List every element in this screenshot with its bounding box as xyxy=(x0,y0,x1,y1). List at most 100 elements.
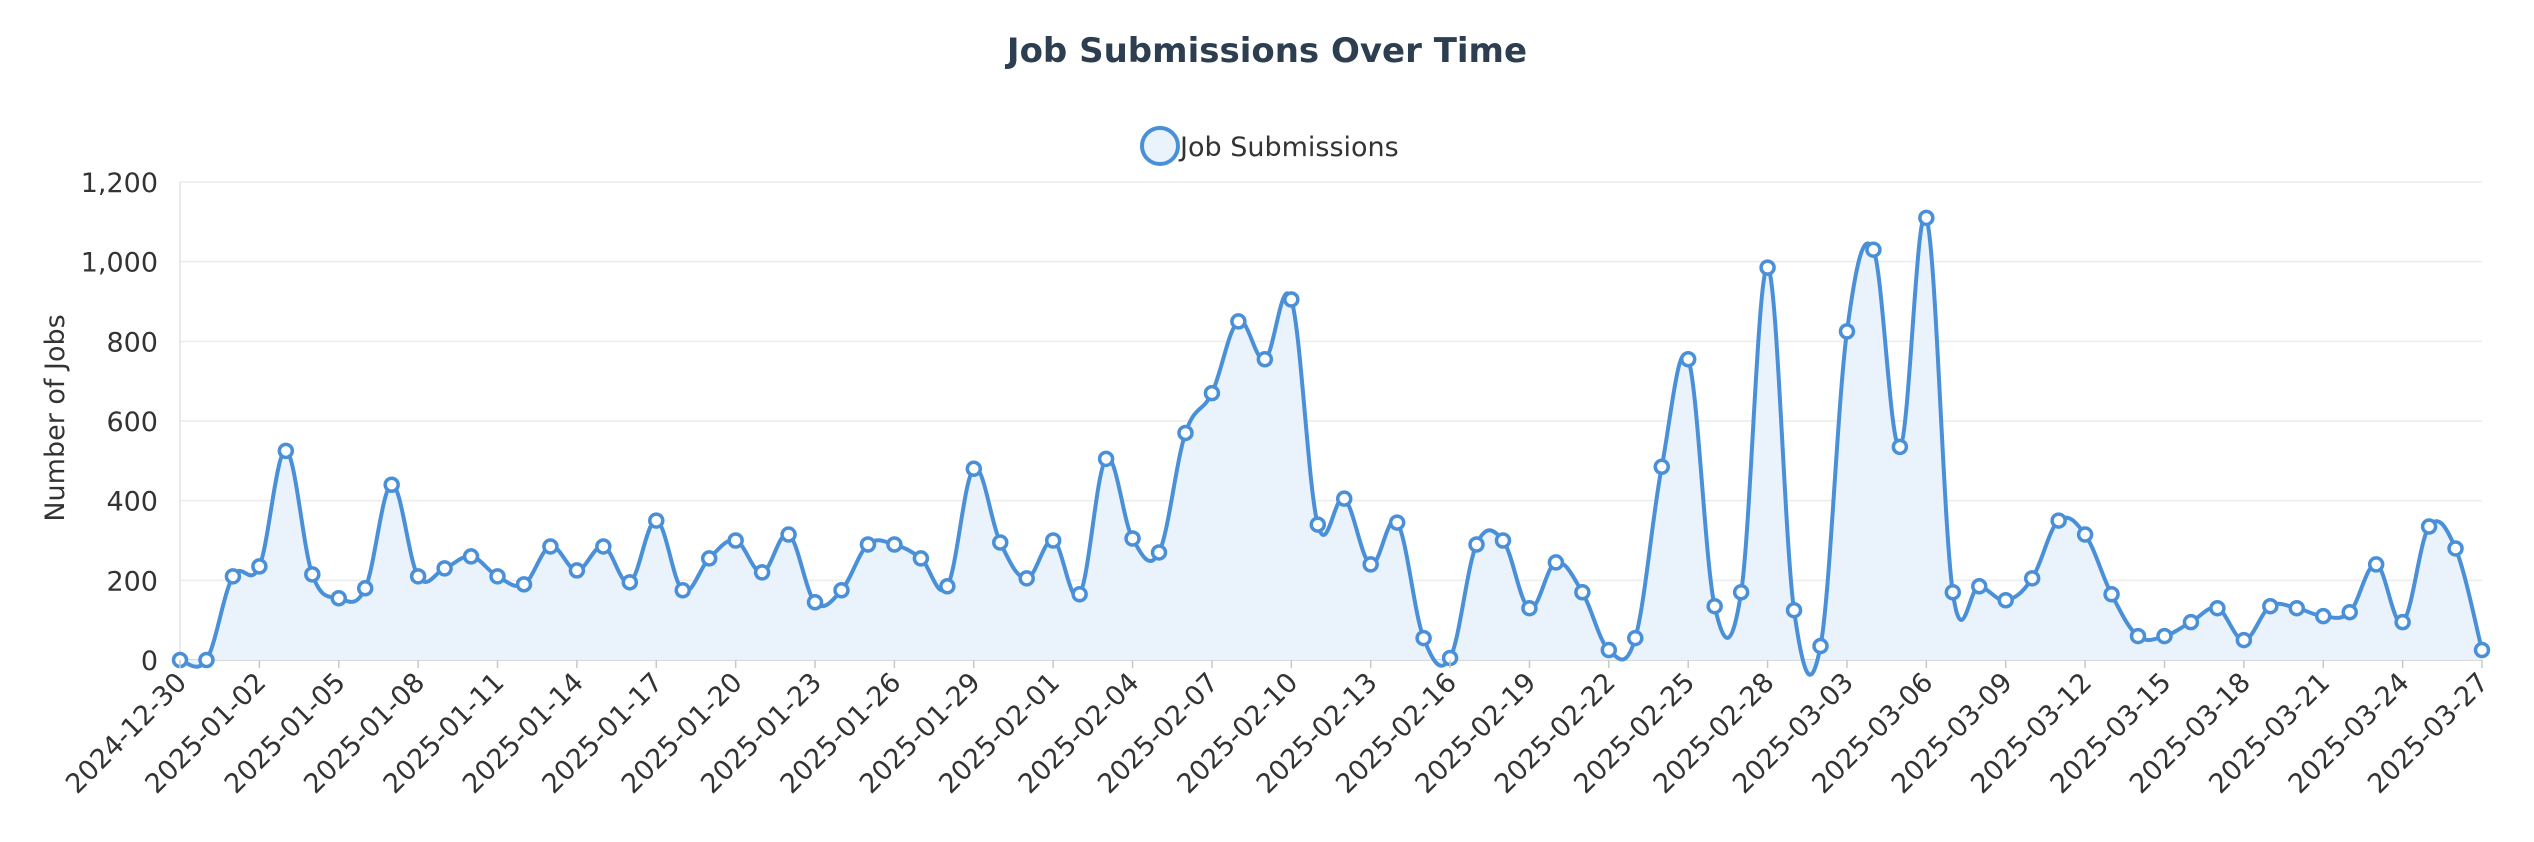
data-point[interactable] xyxy=(356,580,374,597)
data-point[interactable] xyxy=(198,651,215,669)
data-point[interactable] xyxy=(648,512,665,529)
data-point[interactable] xyxy=(2473,641,2491,659)
y-tick-label: 400 xyxy=(106,487,158,518)
data-point[interactable] xyxy=(2156,627,2173,645)
data-point[interactable] xyxy=(886,536,903,553)
data-point[interactable] xyxy=(1653,458,1670,476)
data-point[interactable] xyxy=(859,536,877,553)
data-point[interactable] xyxy=(1679,351,1697,368)
data-point[interactable] xyxy=(2288,599,2306,617)
data-point[interactable] xyxy=(2209,599,2226,617)
data-point[interactable] xyxy=(2447,540,2464,557)
data-point[interactable] xyxy=(224,568,242,585)
data-point[interactable] xyxy=(330,590,348,607)
data-point[interactable] xyxy=(489,568,506,585)
data-point[interactable] xyxy=(1230,313,1247,330)
data-point[interactable] xyxy=(1997,592,2014,609)
data-point[interactable] xyxy=(2367,556,2385,573)
data-point[interactable] xyxy=(1785,601,1803,619)
area-fill xyxy=(180,215,2482,675)
data-point[interactable] xyxy=(1097,450,1115,468)
data-point[interactable] xyxy=(1124,530,1141,547)
y-axis-ticks: 0 200 400 600 800 1,000 1,200 xyxy=(81,168,158,677)
data-point[interactable] xyxy=(409,568,427,585)
data-point[interactable] xyxy=(833,582,850,599)
data-point[interactable] xyxy=(2103,586,2120,603)
data-point[interactable] xyxy=(251,558,268,575)
data-point[interactable] xyxy=(277,442,295,460)
data-point[interactable] xyxy=(436,560,453,577)
data-point[interactable] xyxy=(515,576,533,593)
data-point[interactable] xyxy=(2262,597,2279,615)
legend-marker-icon xyxy=(1140,126,1180,166)
data-point[interactable] xyxy=(780,526,797,543)
legend-label: Job Submissions xyxy=(1178,132,1399,163)
data-point[interactable] xyxy=(1468,536,1485,553)
data-point[interactable] xyxy=(542,538,559,555)
data-point[interactable] xyxy=(1574,584,1591,601)
data-point[interactable] xyxy=(1071,586,1088,603)
y-tick-label: 800 xyxy=(106,327,158,358)
data-point[interactable] xyxy=(1521,599,1538,617)
data-point[interactable] xyxy=(1600,641,1618,659)
data-point[interactable] xyxy=(2420,518,2438,535)
data-point[interactable] xyxy=(1944,584,1962,601)
data-point[interactable] xyxy=(965,460,983,478)
data-point[interactable] xyxy=(621,574,639,591)
data-point[interactable] xyxy=(1732,584,1750,601)
data-point[interactable] xyxy=(2023,570,2041,587)
data-point[interactable] xyxy=(383,476,400,493)
data-point[interactable] xyxy=(1838,323,1856,340)
data-point[interactable] xyxy=(1256,351,1274,368)
data-point[interactable] xyxy=(1018,570,1035,587)
legend[interactable]: Job Submissions xyxy=(1140,126,1399,166)
data-point[interactable] xyxy=(1918,209,1935,227)
data-point[interactable] xyxy=(1044,532,1062,549)
data-point[interactable] xyxy=(1547,554,1565,571)
data-point[interactable] xyxy=(1971,578,1988,595)
data-point[interactable] xyxy=(1706,597,1723,615)
data-point[interactable] xyxy=(992,534,1009,551)
data-point[interactable] xyxy=(304,566,321,583)
data-point[interactable] xyxy=(2182,613,2200,631)
data-point[interactable] xyxy=(1891,438,1909,456)
x-axis-ticks: 2024-12-302025-01-022025-01-052025-01-08… xyxy=(60,660,2495,800)
data-point[interactable] xyxy=(1203,384,1221,402)
data-point[interactable] xyxy=(2235,631,2253,649)
data-point[interactable] xyxy=(2394,613,2411,631)
data-point[interactable] xyxy=(806,593,824,611)
data-point[interactable] xyxy=(595,538,612,555)
series-area xyxy=(180,215,2482,675)
data-point[interactable] xyxy=(1812,637,1829,655)
data-point[interactable] xyxy=(568,562,586,579)
data-point[interactable] xyxy=(1177,424,1194,442)
data-point[interactable] xyxy=(1335,490,1353,507)
data-point[interactable] xyxy=(912,550,930,567)
data-point[interactable] xyxy=(700,550,718,567)
chart-title: Job Submissions Over Time xyxy=(1005,31,1527,71)
data-point[interactable] xyxy=(2076,526,2094,543)
data-point[interactable] xyxy=(1309,516,1327,533)
data-point[interactable] xyxy=(462,548,480,565)
data-point[interactable] xyxy=(1388,514,1406,531)
data-point[interactable] xyxy=(1415,629,1432,647)
data-point[interactable] xyxy=(2129,627,2147,645)
data-point[interactable] xyxy=(2314,607,2332,625)
data-point[interactable] xyxy=(1865,241,1882,258)
data-point[interactable] xyxy=(1362,556,1379,573)
data-point[interactable] xyxy=(1759,259,1776,276)
y-tick-label: 1,000 xyxy=(81,248,158,279)
data-point[interactable] xyxy=(2341,603,2358,621)
data-point[interactable] xyxy=(753,564,771,581)
data-point[interactable] xyxy=(1283,291,1300,308)
data-point[interactable] xyxy=(939,578,956,595)
data-point[interactable] xyxy=(2050,512,2067,529)
data-point[interactable] xyxy=(1150,544,1168,561)
data-point[interactable] xyxy=(727,532,744,549)
data-point[interactable] xyxy=(674,582,691,599)
data-point[interactable] xyxy=(1627,629,1644,647)
data-point[interactable] xyxy=(1494,532,1512,549)
y-tick-label: 200 xyxy=(106,566,158,597)
